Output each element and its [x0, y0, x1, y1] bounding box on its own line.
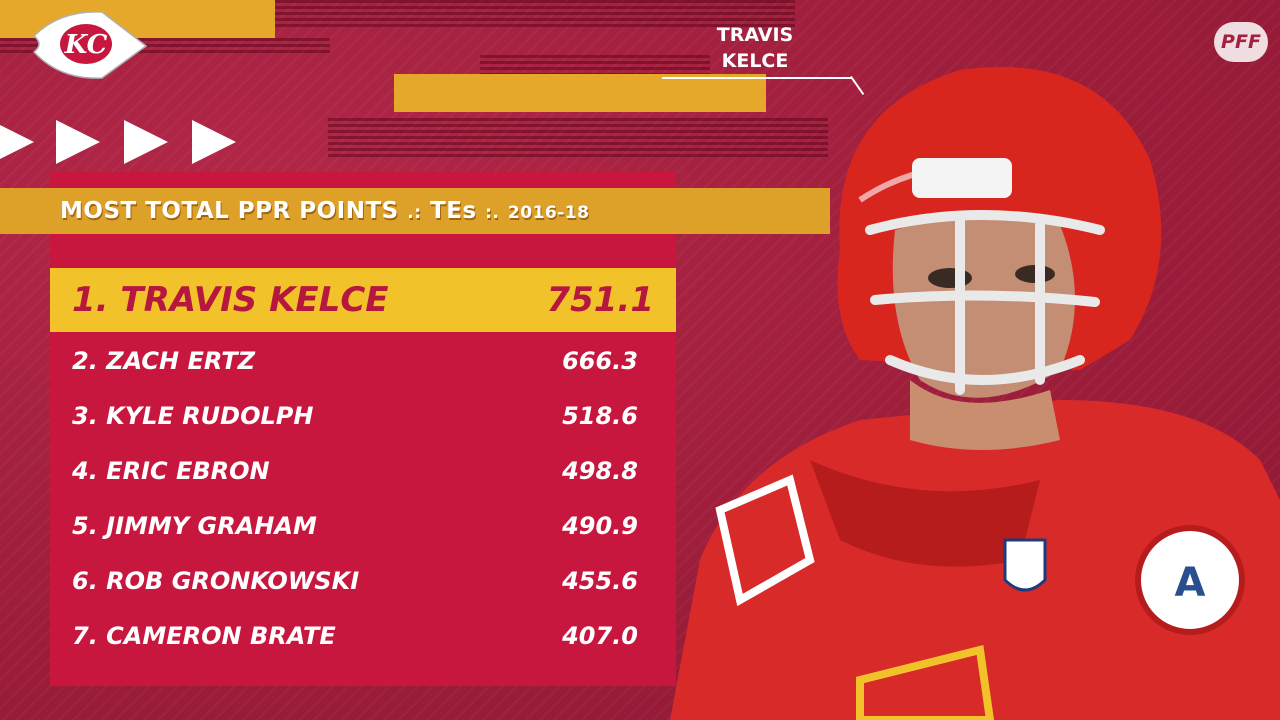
row-points: 666.3 — [562, 347, 638, 375]
leader-name: 1. TRAVIS KELCE — [72, 280, 389, 320]
leader-points: 751.1 — [546, 280, 654, 320]
ranking-row: 6. ROB GRONKOWSKI 455.6 — [50, 556, 676, 606]
callout-line — [662, 77, 852, 79]
ranking-row: 7. CAMERON BRATE 407.0 — [50, 611, 676, 661]
arrow-row — [0, 120, 240, 164]
ranking-row: 3. KYLE RUDOLPH 518.6 — [50, 391, 676, 441]
pff-logo-text: PFF — [1221, 31, 1261, 53]
ranking-panel — [50, 172, 676, 686]
title-seasons: 2016-18 — [507, 203, 590, 223]
title-main: MOST TOTAL PPR POINTS — [60, 198, 399, 224]
gold-bar-mid — [394, 74, 766, 112]
row-points: 518.6 — [562, 402, 638, 430]
arrow-icon — [0, 120, 34, 164]
svg-text:A: A — [1175, 560, 1206, 606]
ranking-row: 4. ERIC EBRON 498.8 — [50, 446, 676, 496]
player-photo: A — [670, 66, 1280, 720]
row-name: 2. ZACH ERTZ — [72, 347, 256, 375]
row-name: 4. ERIC EBRON — [72, 457, 270, 485]
arrow-icon — [192, 120, 236, 164]
svg-text:KC: KC — [64, 30, 108, 60]
ranking-row: 5. JIMMY GRAHAM 490.9 — [50, 501, 676, 551]
row-name: 5. JIMMY GRAHAM — [72, 512, 317, 540]
ranking-leader-row: 1. TRAVIS KELCE 751.1 — [50, 268, 676, 332]
ranking-title-bar: MOST TOTAL PPR POINTS .: TEs :. 2016-18 — [50, 188, 676, 234]
ranking-title: MOST TOTAL PPR POINTS .: TEs :. 2016-18 — [60, 198, 589, 224]
arrow-icon — [124, 120, 168, 164]
stripe-block-mid — [328, 118, 828, 158]
pff-logo: PFF — [1214, 22, 1268, 62]
row-points: 455.6 — [562, 567, 638, 595]
row-points: 407.0 — [562, 622, 638, 650]
callout-first-name: TRAVIS — [716, 24, 794, 46]
title-separator-1: .: — [407, 203, 422, 223]
row-points: 498.8 — [562, 457, 638, 485]
arrowhead-logo-icon: KC — [32, 11, 148, 79]
ranking-row: 2. ZACH ERTZ 666.3 — [50, 336, 676, 386]
row-name: 3. KYLE RUDOLPH — [72, 402, 314, 430]
player-callout: TRAVIS KELCE — [700, 22, 810, 74]
title-separator-2: :. — [485, 203, 500, 223]
stripe-block-upper — [275, 0, 795, 30]
callout-last-name: KELCE — [721, 50, 789, 72]
row-name: 6. ROB GRONKOWSKI — [72, 567, 360, 595]
title-position: TEs — [430, 198, 477, 224]
row-points: 490.9 — [562, 512, 638, 540]
arrow-icon — [56, 120, 100, 164]
row-name: 7. CAMERON BRATE — [72, 622, 336, 650]
